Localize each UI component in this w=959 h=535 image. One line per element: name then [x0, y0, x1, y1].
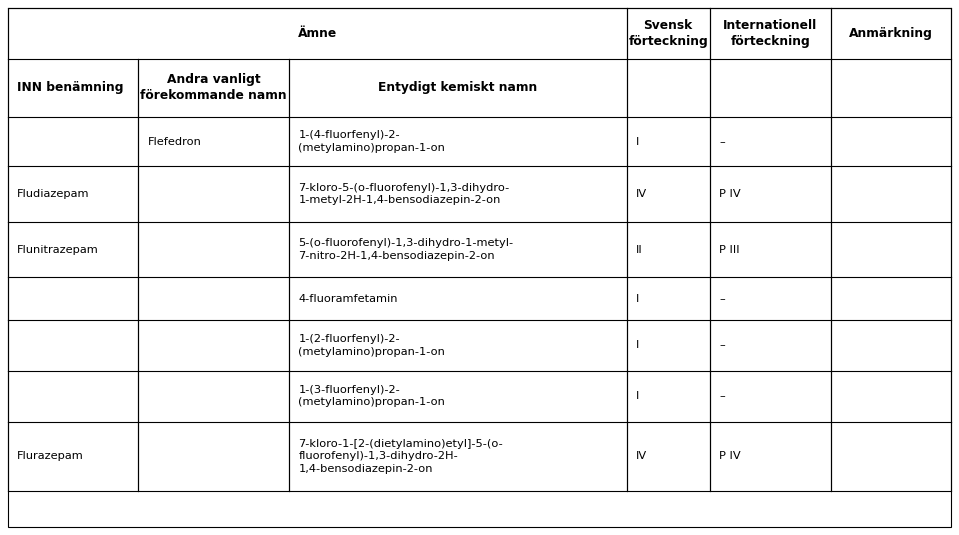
Text: I: I: [637, 340, 640, 350]
Text: II: II: [637, 244, 643, 255]
Text: 7-kloro-1-[2-(dietylamino)etyl]-5-(o-
fluorofenyl)-1,3-dihydro-2H-
1,4-bensodiaz: 7-kloro-1-[2-(dietylamino)etyl]-5-(o- fl…: [298, 439, 503, 473]
Text: Flefedron: Flefedron: [148, 136, 201, 147]
Text: I: I: [637, 136, 640, 147]
Text: INN benämning: INN benämning: [17, 81, 124, 95]
Text: 1-(3-fluorfenyl)-2-
(metylamino)propan-1-on: 1-(3-fluorfenyl)-2- (metylamino)propan-1…: [298, 385, 445, 407]
Text: Internationell
förteckning: Internationell förteckning: [723, 19, 817, 48]
Text: Flunitrazepam: Flunitrazepam: [17, 244, 99, 255]
Text: IV: IV: [637, 189, 647, 199]
Text: Entydigt kemiskt namn: Entydigt kemiskt namn: [378, 81, 537, 95]
Text: Andra vanligt
förekommande namn: Andra vanligt förekommande namn: [140, 73, 287, 102]
Text: Svensk
förteckning: Svensk förteckning: [628, 19, 708, 48]
Text: –: –: [719, 391, 725, 401]
Text: 5-(o-fluorofenyl)-1,3-dihydro-1-metyl-
7-nitro-2H-1,4-bensodiazepin-2-on: 5-(o-fluorofenyl)-1,3-dihydro-1-metyl- 7…: [298, 239, 514, 261]
Text: 4-fluoramfetamin: 4-fluoramfetamin: [298, 294, 398, 304]
Text: IV: IV: [637, 451, 647, 461]
Text: P IV: P IV: [719, 451, 741, 461]
Text: –: –: [719, 294, 725, 304]
Text: –: –: [719, 340, 725, 350]
Text: Anmärkning: Anmärkning: [849, 27, 933, 40]
Text: Flurazepam: Flurazepam: [17, 451, 84, 461]
Text: I: I: [637, 294, 640, 304]
Text: I: I: [637, 391, 640, 401]
Text: P IV: P IV: [719, 189, 741, 199]
Text: Fludiazepam: Fludiazepam: [17, 189, 90, 199]
Text: 1-(2-fluorfenyl)-2-
(metylamino)propan-1-on: 1-(2-fluorfenyl)-2- (metylamino)propan-1…: [298, 334, 445, 356]
Text: Ämne: Ämne: [297, 27, 337, 40]
Text: P III: P III: [719, 244, 740, 255]
Text: –: –: [719, 136, 725, 147]
Text: 1-(4-fluorfenyl)-2-
(metylamino)propan-1-on: 1-(4-fluorfenyl)-2- (metylamino)propan-1…: [298, 131, 445, 153]
Text: 7-kloro-5-(o-fluorofenyl)-1,3-dihydro-
1-metyl-2H-1,4-bensodiazepin-2-on: 7-kloro-5-(o-fluorofenyl)-1,3-dihydro- 1…: [298, 183, 510, 205]
